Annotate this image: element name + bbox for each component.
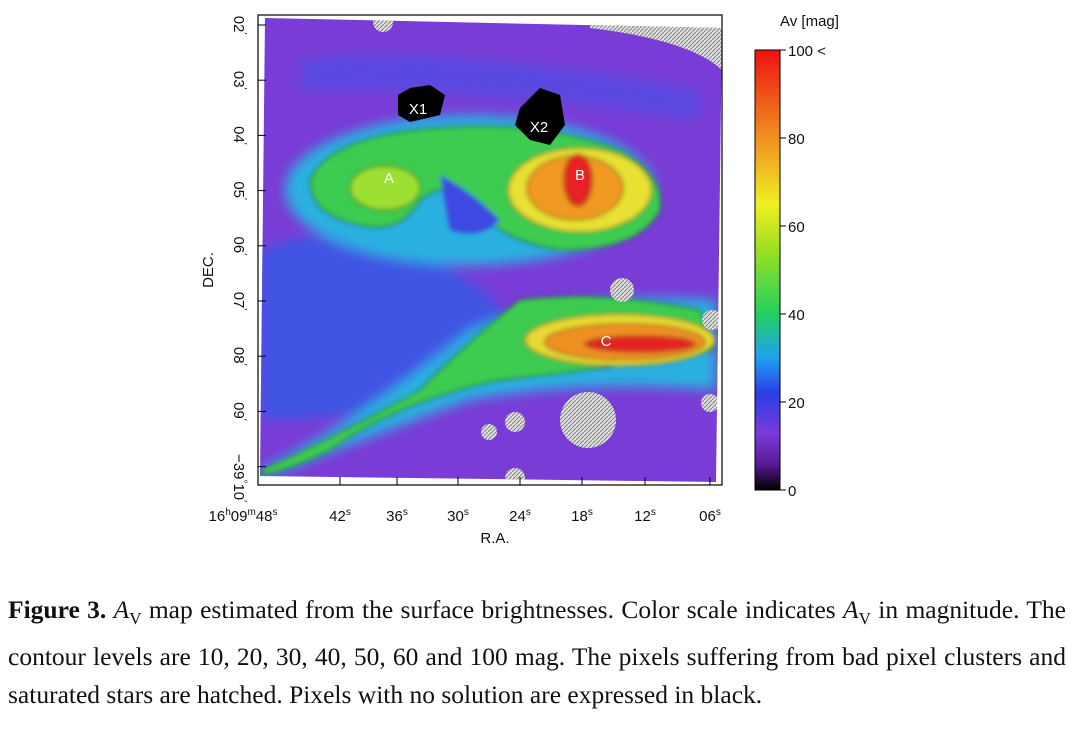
tick-unit: ′: [237, 308, 248, 310]
tick-part: 04: [230, 126, 247, 143]
tick-unit: s: [588, 507, 593, 518]
colorbar-tick-label: 60: [788, 219, 805, 236]
tick-part: 06: [230, 237, 247, 254]
symbol: A: [843, 595, 859, 624]
tick-part: 16: [209, 508, 226, 525]
tick-part: 06: [699, 508, 716, 525]
tick-part: 07: [230, 292, 247, 309]
colorbar-tick-label: 40: [788, 307, 805, 324]
y-axis-label: DEC.: [200, 252, 217, 288]
caption-label: Figure 3.: [8, 595, 107, 624]
tick-unit: s: [272, 507, 277, 518]
tick-part: 24: [509, 508, 526, 525]
colorbar-tick-label: 80: [788, 131, 805, 148]
tick-part: 08: [230, 347, 247, 364]
y-tick-label: 06′: [230, 237, 248, 256]
symbol-sub: V: [858, 609, 871, 629]
tick-unit: h: [225, 507, 231, 518]
tick-unit: s: [651, 507, 656, 518]
av-map: [260, 18, 722, 482]
tick-part: 02: [230, 16, 247, 33]
tick-part: 10: [230, 483, 247, 500]
tick-unit: s: [403, 507, 408, 518]
tick-unit: ′: [237, 500, 248, 502]
region-label: C: [601, 333, 612, 350]
x-axis-label: R.A.: [480, 530, 509, 547]
region-label: X1: [409, 101, 427, 118]
colorbar-tick-label: 100 <: [788, 43, 826, 60]
tick-unit: m: [247, 507, 255, 518]
tick-unit: s: [526, 507, 531, 518]
tick-part: 09: [230, 402, 247, 419]
tick-part: 36: [386, 508, 403, 525]
region-label: X2: [530, 119, 548, 136]
tick-part: 48: [256, 508, 273, 525]
x-tick-label: 30s: [447, 507, 469, 525]
tick-part: 09: [231, 508, 248, 525]
x-tick-label: 12s: [634, 507, 656, 525]
caption-text: map estimated from the surface brightnes…: [141, 595, 844, 624]
colorbar-title: Av [mag]: [780, 13, 839, 30]
tick-unit: s: [464, 507, 469, 518]
tick-part: 18: [571, 508, 588, 525]
x-tick-label: 06s: [699, 507, 721, 525]
tick-unit: s: [346, 507, 351, 518]
y-tick-label: 09′: [230, 402, 248, 421]
tick-unit: s: [716, 507, 721, 518]
tick-part: 42: [329, 508, 346, 525]
caption: Figure 3. AV map estimated from the surf…: [8, 591, 1066, 714]
map-frame: [257, 14, 723, 486]
x-tick-label: 24s: [509, 507, 531, 525]
tick-part: 05: [230, 181, 247, 198]
tick-unit: ′: [237, 419, 248, 421]
y-tick-label: 05′: [230, 181, 248, 200]
tick-unit: ′: [237, 364, 248, 366]
region-label: A: [384, 170, 394, 187]
symbol: A: [113, 595, 130, 624]
symbol-sub: V: [129, 609, 142, 629]
x-tick-label: 42s: [329, 507, 351, 525]
y-tick-label: 08′: [230, 347, 248, 366]
tick-unit: ′: [237, 143, 248, 145]
y-tick-label: 03′: [230, 71, 248, 90]
tick-unit: ′: [237, 253, 248, 255]
tick-unit: ′: [237, 88, 248, 90]
tick-part: 03: [230, 71, 247, 88]
colorbar: [754, 49, 781, 491]
colorbar-tick-label: 0: [788, 483, 796, 500]
tick-part: 12: [634, 508, 651, 525]
caption-text: in magnitude. The contour levels are 10,…: [8, 595, 1066, 710]
tick-part: −39: [230, 454, 247, 479]
x-tick-label: 18s: [571, 507, 593, 525]
y-tick-label: 07′: [230, 292, 248, 311]
tick-unit: °: [237, 479, 248, 483]
tick-part: 30: [447, 508, 464, 525]
x-tick-label: 16h09m48s: [209, 507, 278, 525]
region-label: B: [575, 167, 585, 184]
y-tick-label: −39°10′: [230, 454, 248, 502]
tick-unit: ′: [237, 32, 248, 34]
colorbar-tick-label: 20: [788, 395, 805, 412]
y-tick-label: 04′: [230, 126, 248, 145]
x-tick-label: 36s: [386, 507, 408, 525]
y-tick-label: 02′: [230, 16, 248, 35]
tick-unit: ′: [237, 198, 248, 200]
figure: 16h09m48s 42s 36s 30s 24s 18s 12s 06s02′03′04′0…: [200, 13, 839, 547]
